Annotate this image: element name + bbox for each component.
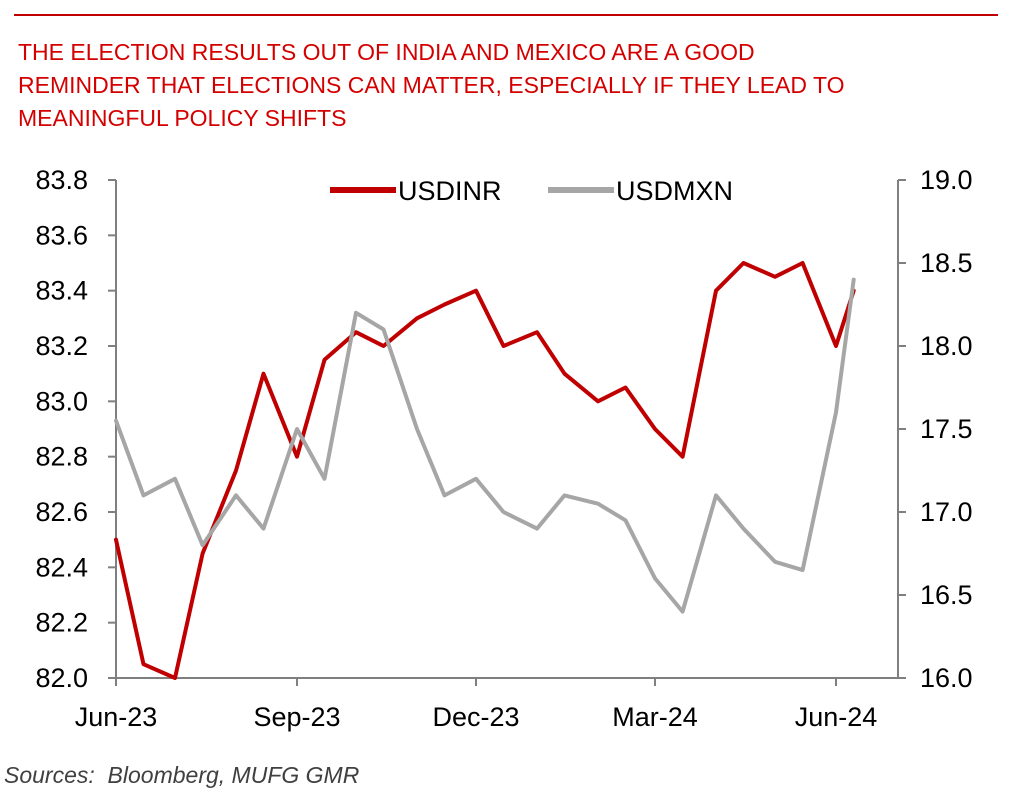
right-y-tick-label: 17.5 bbox=[920, 414, 973, 444]
source-note: Sources: Bloomberg, MUFG GMR bbox=[4, 762, 360, 788]
x-tick-label: Jun-24 bbox=[795, 702, 878, 732]
right-y-tick-label: 17.0 bbox=[920, 497, 973, 527]
right-y-tick-label: 18.5 bbox=[920, 248, 973, 278]
left-y-tick-label: 82.0 bbox=[35, 663, 88, 693]
left-y-tick-label: 83.6 bbox=[35, 220, 88, 250]
top-rule bbox=[14, 14, 998, 16]
left-y-tick-label: 82.4 bbox=[35, 552, 88, 582]
right-y-tick-label: 18.0 bbox=[920, 331, 973, 361]
left-y-tick-label: 83.8 bbox=[35, 165, 88, 195]
left-y-tick-label: 83.0 bbox=[35, 386, 88, 416]
x-tick-label: Dec-23 bbox=[432, 702, 519, 732]
left-y-tick-label: 82.6 bbox=[35, 497, 88, 527]
right-y-tick-label: 16.0 bbox=[920, 663, 973, 693]
right-y-tick-label: 19.0 bbox=[920, 165, 973, 195]
title-line-2: REMINDER THAT ELECTIONS CAN MATTER, ESPE… bbox=[18, 72, 845, 98]
x-tick-label: Sep-23 bbox=[253, 702, 340, 732]
series-line-usdmxn bbox=[114, 277, 856, 614]
series-line-usdinr bbox=[114, 261, 856, 680]
x-tick-label: Jun-23 bbox=[75, 702, 158, 732]
title-line-3: MEANINGFUL POLICY SHIFTS bbox=[18, 105, 347, 131]
x-tick-label: Mar-24 bbox=[612, 702, 698, 732]
line-chart: 83.8 83.6 83.4 83.2 83.0 82.8 82.6 82.4 82.2 82.0… bbox=[35, 165, 973, 732]
legend-label-usdmxn: USDMXN bbox=[616, 176, 733, 206]
left-y-tick-label: 82.2 bbox=[35, 608, 88, 638]
left-y-tick-label: 83.4 bbox=[35, 276, 88, 306]
left-y-tick-label: 83.2 bbox=[35, 331, 88, 361]
chart-title: THE ELECTION RESULTS OUT OF INDIA AND ME… bbox=[18, 36, 1008, 135]
right-y-tick-label: 16.5 bbox=[920, 580, 973, 610]
title-line-1: THE ELECTION RESULTS OUT OF INDIA AND ME… bbox=[18, 39, 755, 65]
left-y-tick-label: 82.8 bbox=[35, 442, 88, 472]
legend-label-usdinr: USDINR bbox=[398, 176, 502, 206]
